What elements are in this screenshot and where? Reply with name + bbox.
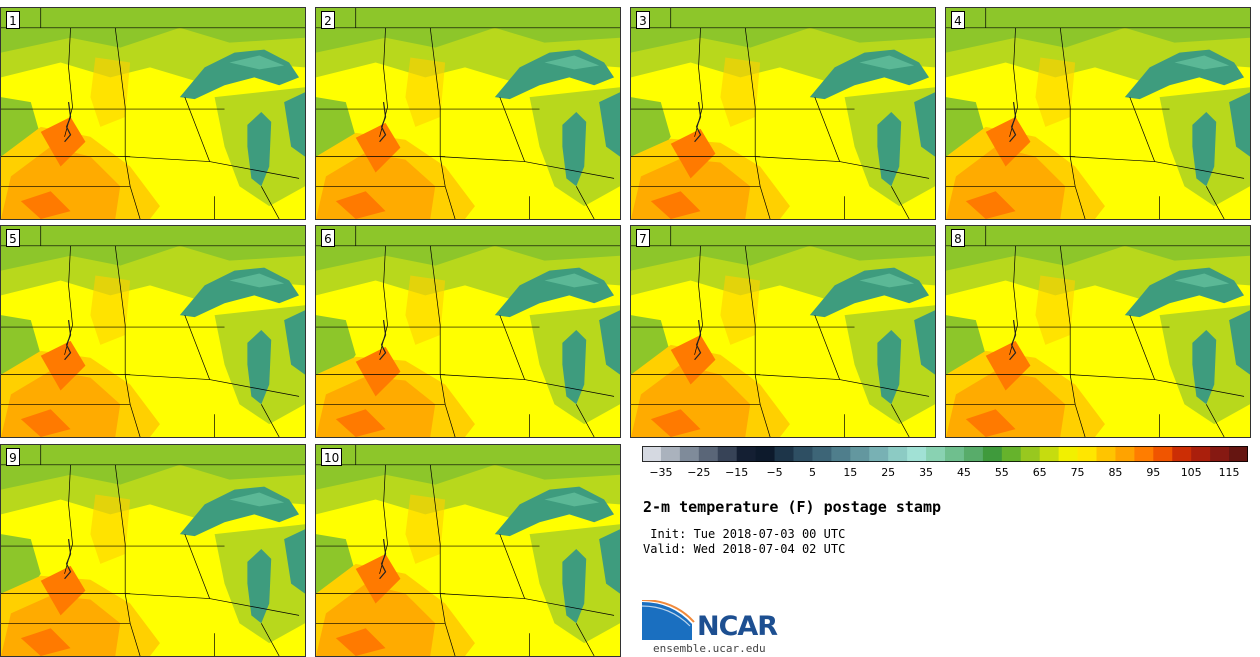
ensemble-member-panel: 10 bbox=[315, 444, 621, 657]
colorbar-swatch bbox=[1058, 446, 1079, 462]
ensemble-member-panel: 5 bbox=[0, 225, 306, 438]
colorbar-swatch bbox=[736, 446, 757, 462]
member-number-label: 1 bbox=[6, 11, 20, 29]
colorbar-swatch bbox=[1096, 446, 1116, 462]
colorbar-swatch bbox=[1077, 446, 1097, 462]
colorbar-tick-label: −35 bbox=[649, 466, 673, 479]
ensemble-member-panel: 9 bbox=[0, 444, 306, 657]
colorbar-swatch bbox=[963, 446, 984, 462]
colorbar-swatch bbox=[698, 446, 719, 462]
colorbar-swatch bbox=[1229, 446, 1248, 462]
ncar-logo-text: NCAR bbox=[697, 611, 778, 642]
figure-title: 2-m temperature (F) postage stamp bbox=[643, 498, 942, 516]
init-time: Init: Tue 2018-07-03 00 UTC bbox=[643, 527, 846, 541]
colorbar-tick-label: −25 bbox=[687, 466, 711, 479]
member-number-label: 3 bbox=[636, 11, 650, 29]
member-number-label: 9 bbox=[6, 448, 20, 466]
temperature-map bbox=[946, 8, 1250, 219]
colorbar-tick-label: 45 bbox=[956, 466, 971, 479]
ensemble-member-panel: 2 bbox=[315, 7, 621, 220]
colorbar-swatch bbox=[850, 446, 870, 462]
ensemble-member-panel: 8 bbox=[945, 225, 1251, 438]
temperature-map bbox=[631, 226, 935, 437]
colorbar-tick-label: −15 bbox=[725, 466, 749, 479]
colorbar-swatch bbox=[1001, 446, 1022, 462]
ensemble-member-panel: 3 bbox=[630, 7, 936, 220]
colorbar-tick-label: 15 bbox=[843, 466, 858, 479]
colorbar-swatch bbox=[1020, 446, 1041, 462]
colorbar-swatch bbox=[982, 446, 1003, 462]
colorbar-tick-label: 105 bbox=[1180, 466, 1202, 479]
temperature-map bbox=[1, 8, 305, 219]
colorbar-swatch bbox=[717, 446, 738, 462]
colorbar-outline bbox=[642, 446, 1248, 462]
ensemble-member-panel: 7 bbox=[630, 225, 936, 438]
colorbar-tick-label: 55 bbox=[994, 466, 1009, 479]
colorbar-swatch bbox=[755, 446, 776, 462]
colorbar-tick-label: 85 bbox=[1108, 466, 1123, 479]
member-number-label: 5 bbox=[6, 229, 20, 247]
colorbar-tick-label: 115 bbox=[1218, 466, 1240, 479]
ncar-url: ensemble.ucar.edu bbox=[653, 642, 766, 655]
colorbar-swatch bbox=[660, 446, 681, 462]
colorbar-swatch bbox=[1210, 446, 1230, 462]
temperature-colorbar bbox=[642, 446, 1248, 462]
valid-time: Valid: Wed 2018-07-04 02 UTC bbox=[643, 542, 846, 556]
colorbar-swatch bbox=[926, 446, 946, 462]
colorbar-swatch bbox=[1039, 446, 1060, 462]
ncar-logo-icon bbox=[642, 600, 695, 640]
colorbar-tick-label: 5 bbox=[808, 466, 816, 479]
colorbar-swatch bbox=[1134, 446, 1154, 462]
colorbar-swatch bbox=[774, 446, 794, 462]
colorbar-swatch bbox=[642, 446, 662, 462]
colorbar-tick-label: 35 bbox=[919, 466, 934, 479]
colorbar-swatch bbox=[869, 446, 889, 462]
temperature-map bbox=[316, 445, 620, 656]
member-number-label: 6 bbox=[321, 229, 335, 247]
colorbar-swatch bbox=[1153, 446, 1173, 462]
colorbar-swatch bbox=[1172, 446, 1192, 462]
colorbar-tick-label: 25 bbox=[881, 466, 896, 479]
colorbar-tick-labels: −35 −25 −15 −5 5 15 25 35 45 55 65 75 85 95 105 115 bbox=[630, 466, 1250, 480]
member-number-label: 8 bbox=[951, 229, 965, 247]
colorbar-tick-label: 65 bbox=[1032, 466, 1047, 479]
colorbar-swatch bbox=[1191, 446, 1211, 462]
colorbar-swatch bbox=[812, 446, 832, 462]
temperature-map bbox=[1, 226, 305, 437]
temperature-map bbox=[1, 445, 305, 656]
member-number-label: 4 bbox=[951, 11, 965, 29]
temperature-map bbox=[316, 226, 620, 437]
colorbar-swatch bbox=[679, 446, 700, 462]
colorbar-swatch bbox=[1115, 446, 1135, 462]
ensemble-member-panel: 4 bbox=[945, 7, 1251, 220]
temperature-map bbox=[946, 226, 1250, 437]
member-number-label: 7 bbox=[636, 229, 650, 247]
colorbar-swatch bbox=[907, 446, 927, 462]
colorbar-swatch bbox=[793, 446, 813, 462]
member-number-label: 2 bbox=[321, 11, 335, 29]
colorbar-swatch bbox=[945, 446, 965, 462]
colorbar-tick-label: −5 bbox=[766, 466, 783, 479]
colorbar-swatch bbox=[831, 446, 851, 462]
ensemble-member-panel: 6 bbox=[315, 225, 621, 438]
temperature-map bbox=[631, 8, 935, 219]
member-number-label: 10 bbox=[321, 448, 343, 466]
colorbar-tick-label: 75 bbox=[1070, 466, 1085, 479]
ensemble-member-panel: 1 bbox=[0, 7, 306, 220]
temperature-map bbox=[316, 8, 620, 219]
colorbar-tick-label: 95 bbox=[1146, 466, 1161, 479]
colorbar-swatch bbox=[888, 446, 908, 462]
